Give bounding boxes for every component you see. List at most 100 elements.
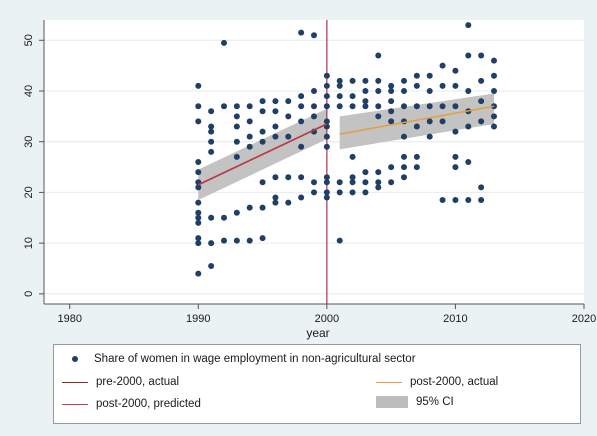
scatter-point	[246, 118, 253, 125]
scatter-point	[362, 189, 369, 196]
scatter-point	[233, 209, 240, 216]
scatter-point	[208, 108, 215, 115]
scatter-point	[246, 103, 253, 110]
scatter-point	[465, 197, 472, 204]
scatter-point	[401, 174, 407, 181]
scatter-point	[259, 179, 266, 186]
legend-item-post-2000-predicted: post-2000, predicted	[62, 398, 201, 410]
scatter-point	[195, 103, 202, 110]
scatter-point	[298, 174, 305, 181]
scatter-point	[465, 52, 472, 59]
scatter-point	[285, 98, 292, 105]
x-tick-label: 1990	[186, 313, 210, 325]
legend-item-95-ci: 95% CI	[376, 396, 454, 408]
scatter-point	[362, 88, 369, 94]
scatter-point	[401, 133, 407, 140]
scatter-point	[375, 52, 382, 59]
scatter-point	[311, 103, 317, 110]
fit-line	[339, 105, 495, 135]
scatter-point	[426, 118, 433, 125]
scatter-point	[221, 214, 227, 221]
scatter-point	[233, 153, 240, 160]
legend-label-95-ci: 95% CI	[416, 396, 454, 408]
scatter-point	[233, 113, 240, 120]
y-tick-label: 40	[23, 85, 35, 97]
scatter-point	[246, 237, 253, 244]
scatter-point	[375, 113, 382, 120]
scatter-point	[336, 82, 343, 89]
scatter-point	[349, 93, 356, 100]
scatter-point	[233, 138, 240, 145]
scatter-point	[491, 113, 497, 120]
scatter-point	[426, 133, 433, 140]
legend-item-pre-2000-actual: pre-2000, actual	[62, 376, 179, 388]
scatter-point	[323, 133, 330, 140]
fit-lines	[197, 105, 495, 186]
x-tick-label: 2000	[315, 313, 339, 325]
legend: Share of women in wage employment in non…	[53, 344, 581, 424]
scatter-point	[388, 98, 395, 105]
scatter-point	[375, 184, 382, 191]
scatter-point	[208, 214, 215, 221]
scatter-point	[298, 143, 305, 150]
scatter-point	[285, 199, 292, 206]
scatter-point	[259, 128, 266, 135]
scatter-point	[208, 262, 215, 269]
scatter-point	[465, 22, 472, 29]
legend-item-post-2000-actual: post-2000, actual	[376, 376, 498, 388]
scatter-point	[336, 179, 343, 186]
scatter-point	[349, 77, 356, 84]
scatter-point	[323, 72, 330, 79]
scatter-point	[323, 118, 330, 125]
scatter-point	[323, 179, 330, 186]
legend-label-share-of-women: Share of women in wage employment in non…	[94, 353, 416, 365]
scatter-point	[362, 169, 369, 176]
scatter-point	[323, 82, 330, 89]
scatter-point	[336, 189, 343, 196]
scatter-point	[298, 93, 305, 100]
scatter-point	[233, 237, 240, 244]
scatter-point	[401, 77, 407, 84]
scatter-point	[375, 88, 382, 94]
scatter-point	[195, 159, 202, 165]
scatter-point	[375, 77, 382, 84]
scatter-point	[221, 39, 227, 46]
scatter-point	[465, 159, 472, 165]
scatter-point	[401, 103, 407, 110]
scatter-point	[452, 103, 459, 110]
x-tick-label: 2020	[572, 313, 596, 325]
scatter-point	[375, 179, 382, 186]
scatter-point	[336, 103, 343, 110]
y-tick-label: 10	[23, 237, 35, 249]
scatter-point	[285, 113, 292, 120]
scatter-point	[311, 113, 317, 120]
scatter-point	[195, 184, 202, 191]
scatter-point	[413, 123, 420, 130]
scatter-point	[259, 138, 266, 145]
scatter-point	[413, 164, 420, 171]
scatter-point	[491, 72, 497, 79]
scatter-point	[285, 133, 292, 140]
scatter-point	[246, 143, 253, 150]
scatter-point	[272, 133, 279, 140]
scatter-point	[491, 88, 497, 94]
scatter-point	[323, 174, 330, 181]
scatter-point	[272, 174, 279, 181]
scatter-point	[388, 108, 395, 115]
y-axis-ticks: 0 10 20 30 40 50	[23, 20, 45, 304]
scatter-point	[311, 32, 317, 39]
scatter-point	[413, 103, 420, 110]
scatter-point	[491, 57, 497, 64]
scatter-point	[208, 240, 215, 247]
scatter-point	[272, 194, 279, 201]
y-tick-label: 50	[23, 34, 35, 46]
scatter-point	[208, 138, 215, 145]
scatter-point	[311, 189, 317, 196]
scatter-point	[362, 179, 369, 186]
scatter-point	[298, 29, 305, 36]
scatter-point	[452, 153, 459, 160]
scatter-point	[452, 82, 459, 89]
scatter-point	[195, 270, 202, 277]
scatter-point	[246, 204, 253, 211]
scatter-point	[439, 118, 446, 125]
